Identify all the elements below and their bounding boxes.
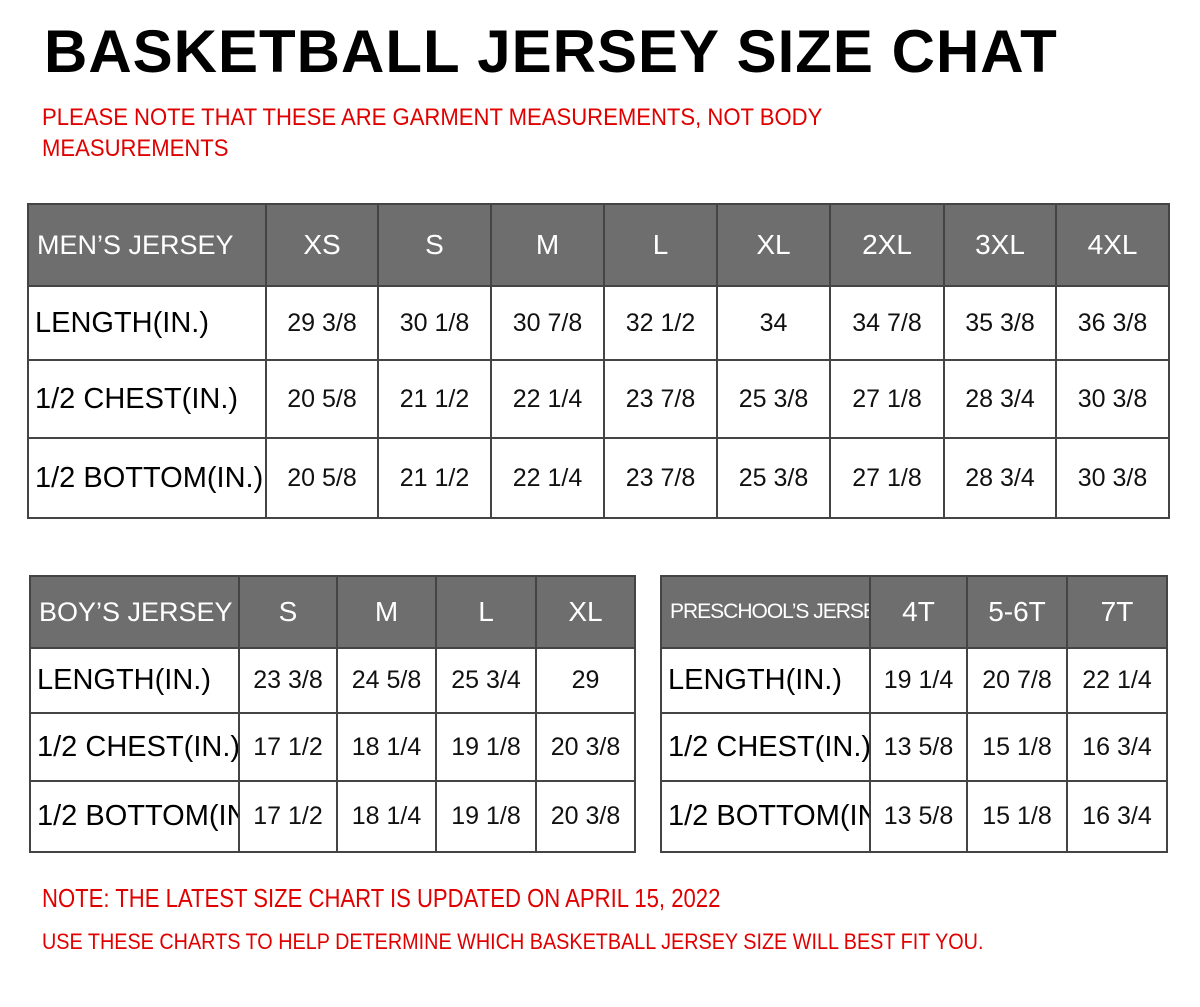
size-header-cell: 4XL (1055, 203, 1170, 287)
measurement-label-cell: 1/2 CHEST(IN.) (660, 712, 871, 782)
measurement-cell: 19 1/8 (435, 712, 537, 782)
update-note: NOTE: THE LATEST SIZE CHART IS UPDATED O… (42, 883, 721, 913)
measurement-cell: 24 5/8 (336, 647, 437, 714)
measurement-cell: 29 3/8 (265, 285, 379, 361)
size-header-cell: 3XL (943, 203, 1057, 287)
measurement-cell: 18 1/4 (336, 712, 437, 782)
header-row: BOY’S JERSEY S M L XL (29, 575, 636, 649)
measurement-cell: 20 5/8 (265, 359, 379, 439)
measurement-cell: 20 7/8 (966, 647, 1068, 714)
garment-note-line2: MEASUREMENTS (42, 135, 229, 162)
size-header-cell: XL (535, 575, 636, 649)
table-row: LENGTH(IN.) 19 1/4 20 7/8 22 1/4 (660, 647, 1168, 714)
fit-note: USE THESE CHARTS TO HELP DETERMINE WHICH… (42, 929, 984, 954)
table-row: 1/2 CHEST(IN.) 13 5/8 15 1/8 16 3/4 (660, 712, 1168, 782)
table-row: 1/2 BOTTOM(IN.)17 1/218 1/419 1/820 3/8 (29, 780, 636, 853)
mens-jersey-table: MEN’S JERSEY XS S M L XL 2XL 3XL 4XL LENGTH(IN.) 2… (27, 203, 1170, 519)
garment-note-line1: PLEASE NOTE THAT THESE ARE GARMENT MEASU… (42, 104, 823, 131)
measurement-cell: 23 7/8 (603, 359, 718, 439)
measurement-cell: 27 1/8 (829, 437, 945, 519)
size-header-cell: S (377, 203, 492, 287)
measurement-cell: 34 (716, 285, 831, 361)
table-row: 1/2 BOTTOM(IN.) 20 5/8 21 1/2 22 1/4 23 7/8 2… (27, 437, 1170, 519)
measurement-label-cell: LENGTH(IN.) (660, 647, 871, 714)
size-header-cell: S (238, 575, 338, 649)
table-row: 1/2 CHEST(IN.) 20 5/8 21 1/2 22 1/4 23 7/8 25… (27, 359, 1170, 439)
measurement-cell: 15 1/8 (966, 780, 1068, 853)
measurement-cell: 18 1/4 (336, 780, 437, 853)
measurement-cell: 32 1/2 (603, 285, 718, 361)
measurement-cell: 16 3/4 (1066, 712, 1168, 782)
measurement-cell: 25 3/8 (716, 359, 831, 439)
measurement-label-cell: 1/2 CHEST(IN.) (29, 712, 240, 782)
size-header-cell: 7T (1066, 575, 1168, 649)
table-title-cell: PRESCHOOL’S JERSEY (660, 575, 871, 649)
measurement-cell: 23 7/8 (603, 437, 718, 519)
size-header-cell: 5-6T (966, 575, 1068, 649)
header-row: MEN’S JERSEY XS S M L XL 2XL 3XL 4XL (27, 203, 1170, 287)
measurement-cell: 30 3/8 (1055, 359, 1170, 439)
measurement-cell: 15 1/8 (966, 712, 1068, 782)
measurement-label-cell: LENGTH(IN.) (27, 285, 267, 361)
measurement-cell: 25 3/4 (435, 647, 537, 714)
table-row: 1/2 BOTTOM(IN.)13 5/815 1/816 3/4 (660, 780, 1168, 853)
measurement-cell: 25 3/8 (716, 437, 831, 519)
boys-jersey-table: BOY’S JERSEY S M L XL LENGTH(IN.) 23 3/8 24 5/8… (29, 575, 636, 853)
measurement-cell: 35 3/8 (943, 285, 1057, 361)
size-header-cell: L (435, 575, 537, 649)
measurement-cell: 27 1/8 (829, 359, 945, 439)
size-header-cell: L (603, 203, 718, 287)
measurement-cell: 22 1/4 (490, 359, 605, 439)
measurement-cell: 28 3/4 (943, 437, 1057, 519)
measurement-cell: 23 3/8 (238, 647, 338, 714)
measurement-cell: 21 1/2 (377, 359, 492, 439)
measurement-cell: 13 5/8 (869, 712, 968, 782)
measurement-label-cell: 1/2 BOTTOM(IN.) (29, 780, 240, 853)
measurement-cell: 29 (535, 647, 636, 714)
table-title-cell: MEN’S JERSEY (27, 203, 267, 287)
measurement-cell: 13 5/8 (869, 780, 968, 853)
measurement-cell: 30 7/8 (490, 285, 605, 361)
measurement-label-cell: 1/2 BOTTOM(IN.) (660, 780, 871, 853)
measurement-cell: 17 1/2 (238, 712, 338, 782)
measurement-cell: 36 3/8 (1055, 285, 1170, 361)
table-row: LENGTH(IN.) 23 3/8 24 5/8 25 3/4 29 (29, 647, 636, 714)
measurement-cell: 22 1/4 (1066, 647, 1168, 714)
measurement-cell: 20 5/8 (265, 437, 379, 519)
measurement-cell: 34 7/8 (829, 285, 945, 361)
size-header-cell: 4T (869, 575, 968, 649)
page-title: BASKETBALL JERSEY SIZE CHAT (44, 18, 1058, 85)
size-header-cell: 2XL (829, 203, 945, 287)
measurement-cell: 17 1/2 (238, 780, 338, 853)
measurement-cell: 19 1/8 (435, 780, 537, 853)
header-row: PRESCHOOL’S JERSEY 4T 5-6T 7T (660, 575, 1168, 649)
measurement-cell: 20 3/8 (535, 780, 636, 853)
size-header-cell: M (490, 203, 605, 287)
measurement-label-cell: LENGTH(IN.) (29, 647, 240, 714)
table-row: LENGTH(IN.) 29 3/8 30 1/8 30 7/8 32 1/2 34 34 … (27, 285, 1170, 361)
measurement-cell: 30 1/8 (377, 285, 492, 361)
measurement-cell: 19 1/4 (869, 647, 968, 714)
measurement-cell: 20 3/8 (535, 712, 636, 782)
measurement-cell: 16 3/4 (1066, 780, 1168, 853)
size-header-cell: M (336, 575, 437, 649)
table-row: 1/2 CHEST(IN.) 17 1/2 18 1/4 19 1/8 20 3/8 (29, 712, 636, 782)
measurement-cell: 21 1/2 (377, 437, 492, 519)
measurement-cell: 28 3/4 (943, 359, 1057, 439)
table-title-cell: BOY’S JERSEY (29, 575, 240, 649)
measurement-cell: 22 1/4 (490, 437, 605, 519)
size-header-cell: XL (716, 203, 831, 287)
measurement-label-cell: 1/2 CHEST(IN.) (27, 359, 267, 439)
preschool-jersey-table: PRESCHOOL’S JERSEY 4T 5-6T 7T LENGTH(IN.) 19 … (660, 575, 1168, 853)
measurement-cell: 30 3/8 (1055, 437, 1170, 519)
measurement-label-cell: 1/2 BOTTOM(IN.) (27, 437, 267, 519)
size-header-cell: XS (265, 203, 379, 287)
